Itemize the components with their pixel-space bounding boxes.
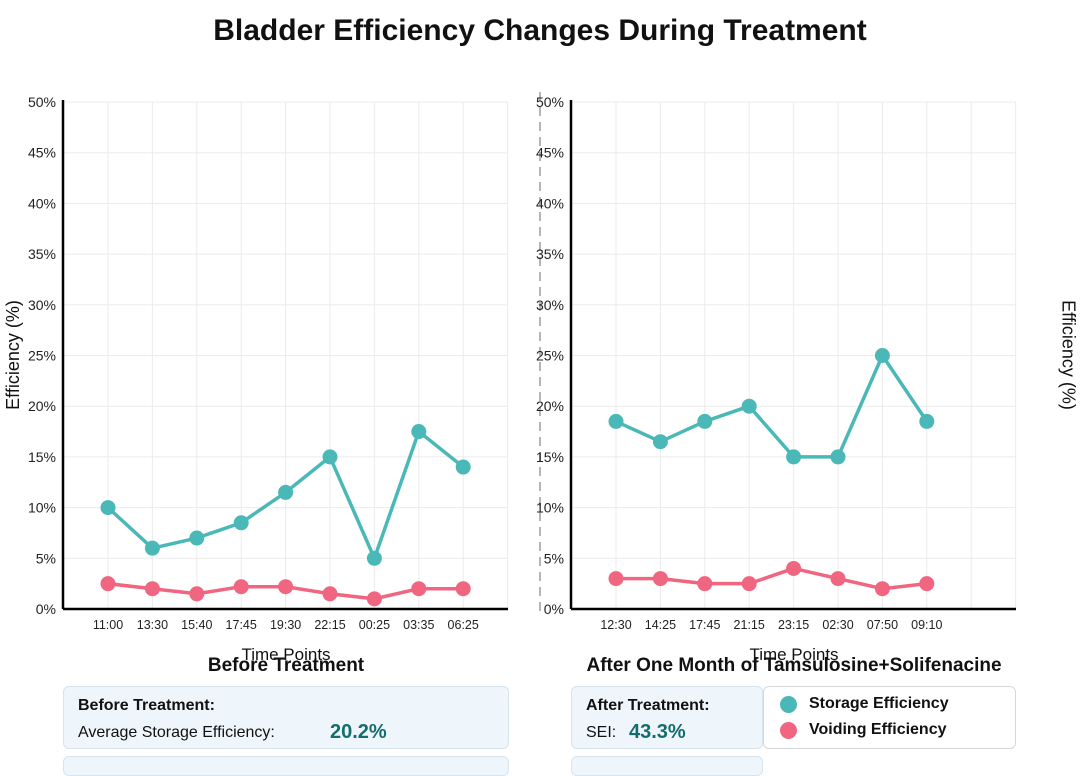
after-stats-heading: After Treatment:: [586, 697, 710, 714]
x-tick-label: 21:15: [734, 618, 765, 632]
voiding-point: [144, 581, 160, 597]
storage-point: [919, 413, 935, 429]
x-tick-label: 19:30: [270, 618, 301, 632]
y-tick-label: 5%: [36, 550, 56, 566]
x-tick-label: 11:00: [93, 618, 123, 632]
storage-point: [366, 550, 382, 566]
storage-marker-icon: [780, 695, 797, 713]
voiding-point: [741, 576, 757, 592]
before-stats-label: Average Storage Efficiency:: [78, 724, 275, 741]
x-tick-label: 17:45: [689, 618, 720, 632]
y-tick-label: 35%: [28, 246, 56, 262]
y-tick-label: 15%: [28, 449, 56, 465]
storage-point: [189, 530, 205, 546]
y-tick-label: 20%: [536, 398, 564, 414]
storage-point: [100, 500, 116, 516]
storage-point: [874, 348, 890, 363]
y-tick-label: 45%: [536, 145, 564, 161]
voiding-point: [233, 579, 249, 595]
voiding-point: [189, 586, 205, 602]
storage-point: [697, 413, 713, 429]
voiding-point: [278, 579, 294, 595]
x-tick-label: 09:10: [911, 618, 942, 632]
y-tick-label: 40%: [536, 195, 564, 211]
after-stats-value: 43.3%: [629, 721, 686, 743]
x-tick-label: 03:35: [403, 618, 434, 632]
legend: Storage Efficiency Voiding Efficiency: [763, 686, 1016, 749]
voiding-point: [322, 586, 338, 602]
after-stats-box: After Treatment: SEI: 43.3%: [571, 686, 763, 749]
y-tick-label: 45%: [28, 145, 56, 161]
y-tick-label: 30%: [28, 297, 56, 313]
left-panel-title: Before Treatment: [207, 655, 365, 676]
before-stats-value: 20.2%: [330, 721, 387, 743]
after-stats-label: SEI:: [586, 724, 617, 741]
voiding-point: [608, 571, 624, 587]
y-axis-label: Efficiency (%): [3, 300, 23, 410]
x-tick-label: 06:25: [448, 618, 479, 632]
x-tick-label: 15:40: [181, 618, 212, 632]
x-tick-label: 17:45: [226, 618, 257, 632]
storage-point: [786, 449, 802, 465]
voiding-point: [830, 571, 846, 587]
y-tick-label: 10%: [536, 500, 564, 516]
x-tick-label: 02:30: [822, 618, 853, 632]
chart-title: Bladder Efficiency Changes During Treatm…: [213, 14, 867, 47]
voiding-point: [100, 576, 116, 592]
storage-point: [741, 398, 757, 414]
right-y-axis-label: Efficiency (%): [1058, 300, 1079, 410]
voiding-point: [697, 576, 713, 592]
right-panel-title: After One Month of Tamsulosine+Solifenac…: [586, 655, 1002, 676]
storage-point: [608, 413, 624, 429]
before-stats-heading: Before Treatment:: [78, 697, 215, 714]
x-tick-label: 22:15: [314, 618, 345, 632]
storage-point: [144, 540, 160, 556]
y-tick-label: 10%: [28, 500, 56, 516]
legend-item-storage: Storage Efficiency: [780, 695, 949, 713]
y-tick-label: 30%: [536, 297, 564, 313]
x-axis-label: Time Points: [749, 645, 838, 664]
before-stats-box-2: [63, 756, 509, 776]
legend-item-voiding: Voiding Efficiency: [780, 721, 947, 739]
x-axis-label: Time Points: [241, 645, 330, 664]
voiding-marker-icon: [780, 721, 797, 739]
y-tick-label: 25%: [536, 348, 564, 364]
legend-label-storage: Storage Efficiency: [809, 695, 949, 712]
voiding-point: [652, 571, 668, 587]
y-tick-label: 50%: [536, 94, 564, 110]
x-tick-label: 12:30: [600, 618, 631, 632]
x-tick-label: 23:15: [778, 618, 809, 632]
storage-point: [322, 449, 338, 465]
y-tick-label: 35%: [536, 246, 564, 262]
storage-point: [455, 459, 471, 475]
x-tick-label: 13:30: [137, 618, 168, 632]
y-tick-label: 40%: [28, 195, 56, 211]
voiding-point: [919, 576, 935, 592]
legend-label-voiding: Voiding Efficiency: [809, 721, 947, 738]
storage-point: [233, 515, 249, 531]
voiding-point: [455, 581, 471, 597]
y-tick-label: 25%: [28, 348, 56, 364]
voiding-point: [786, 560, 802, 576]
x-tick-label: 00:25: [359, 618, 390, 632]
storage-point: [830, 449, 846, 465]
voiding-point: [366, 591, 382, 607]
y-tick-label: 15%: [536, 449, 564, 465]
y-tick-label: 50%: [28, 94, 56, 110]
voiding-point: [874, 581, 890, 597]
storage-point: [278, 484, 294, 500]
y-tick-label: 0%: [544, 601, 564, 617]
voiding-point: [411, 581, 427, 597]
y-tick-label: 5%: [544, 550, 564, 566]
storage-line: [615, 353, 929, 459]
after-stats-box-2: [571, 756, 763, 776]
y-tick-label: 0%: [36, 601, 56, 617]
storage-point: [652, 434, 668, 450]
x-tick-label: 14:25: [645, 618, 676, 632]
storage-point: [411, 424, 427, 440]
x-tick-label: 07:50: [867, 618, 898, 632]
y-tick-label: 20%: [28, 398, 56, 414]
before-stats-box: Before Treatment: Average Storage Effici…: [63, 686, 509, 749]
